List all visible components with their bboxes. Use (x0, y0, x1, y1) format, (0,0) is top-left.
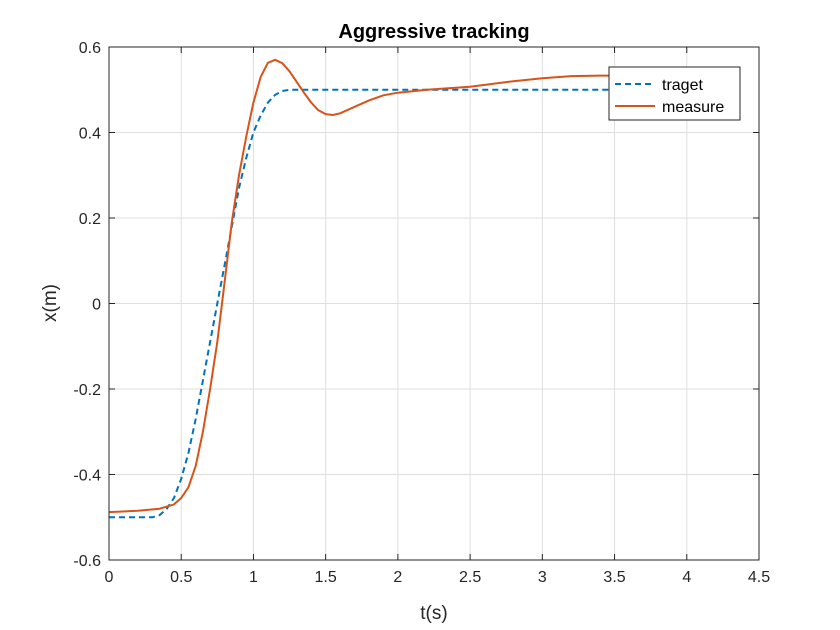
x-tick-label: 3.5 (603, 569, 625, 586)
y-tick-label: -0.4 (73, 468, 101, 485)
legend-label-traget: traget (662, 77, 703, 94)
y-axis-label: x(m) (40, 284, 61, 322)
x-tick-label: 0 (105, 569, 114, 586)
x-axis-label: t(s) (420, 603, 447, 624)
chart-title: Aggressive tracking (338, 21, 529, 43)
ticks (108, 46, 760, 561)
legend: traget measure (608, 66, 741, 121)
y-tick-label: -0.6 (73, 553, 101, 570)
y-tick-label: -0.2 (73, 382, 101, 399)
legend-box (608, 66, 741, 121)
legend-label-measure: measure (662, 99, 724, 116)
x-tick-label: 4.5 (748, 569, 770, 586)
tick-labels: 0 0.5 1 1.5 2 2.5 3 3.5 4 4.5 -0.6 -0.4 -0.2 0 0.2 0.4 0… (73, 40, 770, 586)
x-tick-label: 1.5 (315, 569, 337, 586)
y-tick-label: 0.6 (79, 40, 101, 57)
series-line-measure (108, 58, 615, 514)
x-tick-label: 4 (682, 569, 691, 586)
series-line-traget (109, 88, 615, 519)
x-tick-label: 2.5 (459, 569, 481, 586)
x-tick-label: 2 (393, 569, 402, 586)
y-tick-label: 0 (92, 297, 101, 314)
series-layer (108, 58, 615, 519)
y-tick-label: 0.2 (79, 211, 101, 228)
x-tick-label: 0.5 (170, 569, 192, 586)
x-tick-label: 3 (538, 569, 547, 586)
y-tick-label: 0.4 (79, 126, 101, 143)
x-tick-label: 1 (249, 569, 258, 586)
